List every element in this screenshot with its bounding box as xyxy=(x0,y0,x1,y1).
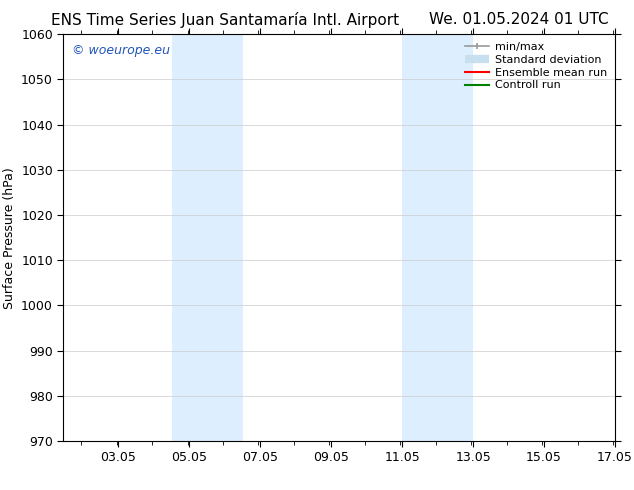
Legend: min/max, Standard deviation, Ensemble mean run, Controll run: min/max, Standard deviation, Ensemble me… xyxy=(460,38,612,95)
Bar xyxy=(172,34,243,441)
Text: We. 01.05.2024 01 UTC: We. 01.05.2024 01 UTC xyxy=(429,12,609,27)
Title: ENS Time Series Juan Santamaría Intl. Airport      We. 01.05.2024 01 UTC: ENS Time Series Juan Santamaría Intl. Ai… xyxy=(0,489,1,490)
Text: © woeurope.eu: © woeurope.eu xyxy=(72,45,170,57)
Bar xyxy=(402,34,473,441)
Y-axis label: Surface Pressure (hPa): Surface Pressure (hPa) xyxy=(3,167,16,309)
Text: ENS Time Series Juan Santamaría Intl. Airport: ENS Time Series Juan Santamaría Intl. Ai… xyxy=(51,12,399,28)
